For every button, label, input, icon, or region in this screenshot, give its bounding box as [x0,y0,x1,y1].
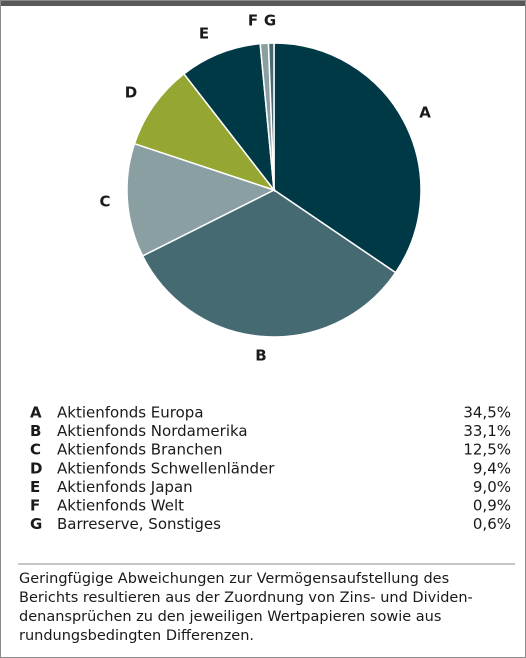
footnote-line: Berichts resultieren aus der Zuordnung v… [19,590,473,606]
legend-value: 9,0% [473,478,511,496]
legend-value: 0,9% [473,497,511,515]
legend-letter: F [30,497,40,515]
slice-label: A [419,104,431,122]
pie-slice [273,42,422,274]
legend-letter: A [30,404,42,422]
slice-label: E [199,25,209,43]
pie-slice [267,42,275,191]
footnote-line: rundungsbedingten Differenzen. [19,628,254,644]
legend-label: Aktienfonds Branchen [57,441,222,459]
slice-label: B [255,347,266,365]
legend-letter: G [30,515,42,533]
legend-value: 34,5% [463,404,511,422]
pie-slice [133,72,277,192]
legend-value: 9,4% [473,459,511,477]
legend-label: Aktienfonds Europa [57,404,204,422]
legend-label: Aktienfonds Japan [57,478,193,496]
pie-slice [182,42,275,193]
legend-label: Aktienfonds Nordamerika [57,422,248,440]
slice-label: C [99,193,110,211]
slice-label: G [264,12,276,30]
legend-letter: E [30,478,40,496]
legend-letter: B [30,422,41,440]
footnote-line: Geringfügige Abweichungen zur Vermögensa… [19,571,449,587]
legend-letter: C [30,441,41,459]
legend-label: Aktienfonds Schwellenländer [57,459,275,477]
legend-letter: D [30,459,42,477]
slice-label: F [248,12,258,30]
legend-label: Barreserve, Sonstiges [57,515,221,533]
footnote-line: denansprüchen zu den jeweiligen Wertpapi… [19,609,441,625]
legend-label: Aktienfonds Welt [57,497,184,515]
legend-value: 12,5% [463,441,511,459]
legend-value: 0,6% [473,515,511,533]
slice-label: D [125,84,137,102]
pie-slice [141,189,397,338]
top-band [0,0,526,6]
pie-slice [126,142,276,257]
legend-value: 33,1% [463,422,511,440]
